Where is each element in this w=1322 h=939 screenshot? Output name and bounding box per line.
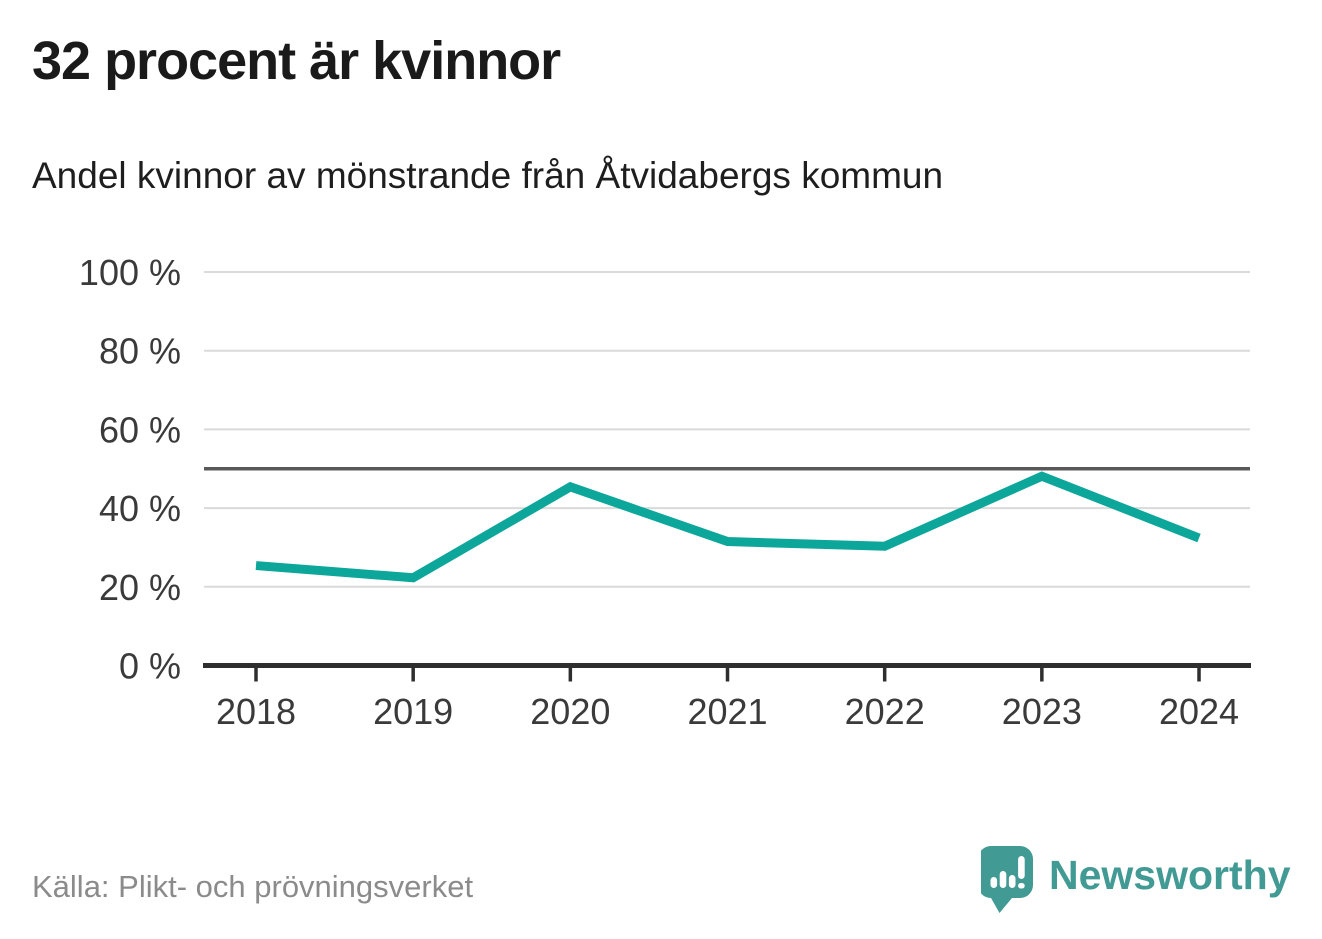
x-tick-label: 2021 — [687, 691, 767, 732]
x-tick-label: 2024 — [1159, 691, 1239, 732]
x-tick-label: 2022 — [845, 691, 925, 732]
y-tick-label: 0 % — [119, 646, 181, 687]
y-tick-label: 40 % — [99, 488, 181, 529]
newsworthy-wordmark: Newsworthy — [1049, 852, 1291, 898]
x-tick-label: 2018 — [216, 691, 296, 732]
newsworthy-speech-bubble-chart-icon — [981, 846, 1033, 913]
y-tick-label: 20 % — [99, 567, 181, 608]
data-line-andel-kvinnor — [255, 471, 1201, 583]
source-caption: Källa: Plikt- och prövningsverket — [32, 869, 474, 904]
chart-subtitle: Andel kvinnor av mönstrande från Åtvidab… — [32, 155, 944, 196]
x-tick-label: 2023 — [1002, 691, 1082, 732]
x-tick-label: 2020 — [530, 691, 610, 732]
y-tick-label: 100 % — [79, 252, 181, 293]
y-tick-label: 80 % — [99, 331, 181, 372]
newsworthy-logo: Newsworthy — [981, 846, 1301, 916]
x-tick-label: 2019 — [373, 691, 453, 732]
y-tick-label: 60 % — [99, 409, 181, 450]
chart-title: 32 procent är kvinnor — [32, 31, 561, 91]
